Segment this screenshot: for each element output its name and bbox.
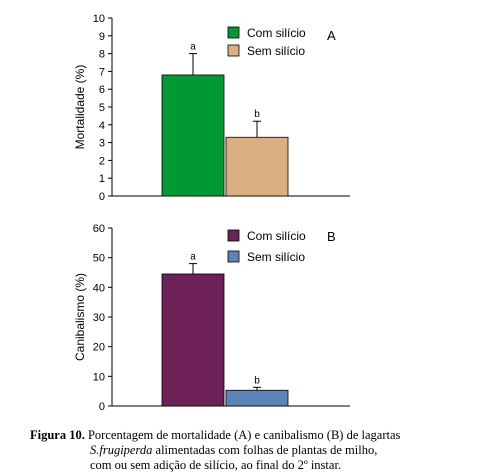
significance-label: b: [254, 109, 260, 120]
legend-swatch: [227, 250, 240, 263]
y-tick-label: 3: [99, 138, 105, 150]
legend-swatch: [227, 26, 240, 39]
y-tick-label: 1: [99, 173, 105, 185]
bar: [225, 136, 289, 197]
y-tick-label: 0: [99, 191, 105, 203]
legend-label: Sem silício: [247, 44, 305, 58]
caption-label: Figura 10.: [30, 428, 85, 442]
y-tick-label: 10: [93, 13, 105, 25]
y-tick-label: 8: [99, 49, 105, 61]
caption-line-2: S.frugiperda alimentadas com folhas de p…: [30, 443, 470, 458]
legend-swatch: [227, 44, 240, 57]
y-tick-label: 10: [93, 371, 105, 383]
caption-line-1: Figura 10. Porcentagem de mortalidade (A…: [30, 428, 470, 443]
significance-label: a: [190, 252, 196, 263]
bar: [225, 389, 289, 407]
y-tick-label: 60: [93, 223, 105, 235]
figure-caption: Figura 10. Porcentagem de mortalidade (A…: [30, 428, 470, 473]
y-tick-label: 9: [99, 31, 105, 43]
y-tick-label: 40: [93, 282, 105, 294]
caption-species: S.frugiperda: [90, 443, 153, 457]
caption-line-2-text: alimentadas com folhas de plantas de mil…: [152, 443, 378, 457]
y-axis-label: Canibalismo (%): [73, 273, 87, 361]
y-tick-label: 6: [99, 84, 105, 96]
y-tick-label: 5: [99, 102, 105, 114]
legend-swatch: [227, 229, 240, 242]
chart-panel-b: 0 10 20 30 40 50 60 Canibalismo (%) a b Com silíci…: [73, 223, 350, 413]
y-axis-label: Mortalidade (%): [73, 65, 87, 150]
y-tick-label: 30: [93, 312, 105, 324]
y-tick-label: 20: [93, 342, 105, 354]
caption-line-3: com ou sem adição de silício, ao final d…: [90, 458, 342, 472]
panel-label: B: [327, 229, 336, 244]
caption-line-1-text: Porcentagem de mortalidade (A) e canibal…: [84, 428, 401, 442]
chart-panel-a: 0 1 2 3 4 5 6 7 8 9 10 Mortalidade (%) a b Com silício…: [73, 13, 350, 203]
legend-label: Com silício: [247, 229, 306, 243]
legend-label: Sem silício: [247, 250, 305, 264]
legend-label: Com silício: [247, 26, 306, 40]
panel-label: A: [327, 28, 336, 43]
bar: [161, 74, 225, 197]
bar: [161, 273, 225, 407]
y-tick-label: 0: [99, 401, 105, 413]
y-tick-label: 2: [99, 155, 105, 167]
y-tick-label: 4: [99, 120, 105, 132]
figure: 0 1 2 3 4 5 6 7 8 9 10 Mortalidade (%) a b Com silício…: [73, 13, 350, 413]
y-tick-label: 7: [99, 66, 105, 78]
significance-label: b: [254, 375, 260, 386]
y-tick-label: 50: [93, 253, 105, 265]
significance-label: a: [190, 42, 196, 53]
